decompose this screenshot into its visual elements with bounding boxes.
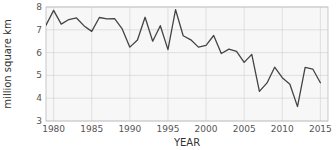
x-tick-label: 2005 <box>233 124 256 134</box>
y-tick-label: 3 <box>36 116 42 126</box>
x-tick-label: 1980 <box>42 124 65 134</box>
plot-area <box>46 7 328 121</box>
line <box>46 10 320 107</box>
x-grid-line <box>244 7 245 121</box>
y-grid-line <box>46 52 328 53</box>
y-grid-line <box>46 75 328 76</box>
y-grid-line <box>46 98 328 99</box>
x-tick-label: 2000 <box>195 124 218 134</box>
chart: 3 4 5 6 7 8 1980 1985 1990 1995 2000 2005 2010 2015 YE… <box>0 0 336 150</box>
x-tick-label: 1995 <box>156 124 179 134</box>
x-grid-line <box>129 7 130 121</box>
y-tick-label: 7 <box>36 25 42 35</box>
tick-labels: 3 4 5 6 7 8 1980 1985 1990 1995 2000 2005 2010 2015 <box>36 2 332 134</box>
y-tick-label: 4 <box>36 93 42 103</box>
x-grid-line <box>206 7 207 121</box>
x-grid-line <box>53 7 54 121</box>
x-tick-label: 1990 <box>118 124 141 134</box>
series <box>46 10 320 107</box>
y-tick-label: 6 <box>36 48 42 58</box>
y-axis-label: million square km <box>2 19 13 108</box>
y-tick-label: 5 <box>36 70 42 80</box>
x-tick-label: 1985 <box>80 124 103 134</box>
x-grid-line <box>320 7 321 121</box>
x-grid-line <box>282 7 283 121</box>
x-grid-line <box>91 7 92 121</box>
grid <box>46 7 328 121</box>
x-axis-label: YEAR <box>173 137 200 148</box>
plot-frame <box>46 7 328 121</box>
y-tick-label: 8 <box>36 2 42 12</box>
x-grid-line <box>167 7 168 121</box>
x-tick-label: 2015 <box>309 124 332 134</box>
x-tick-label: 2010 <box>271 124 294 134</box>
